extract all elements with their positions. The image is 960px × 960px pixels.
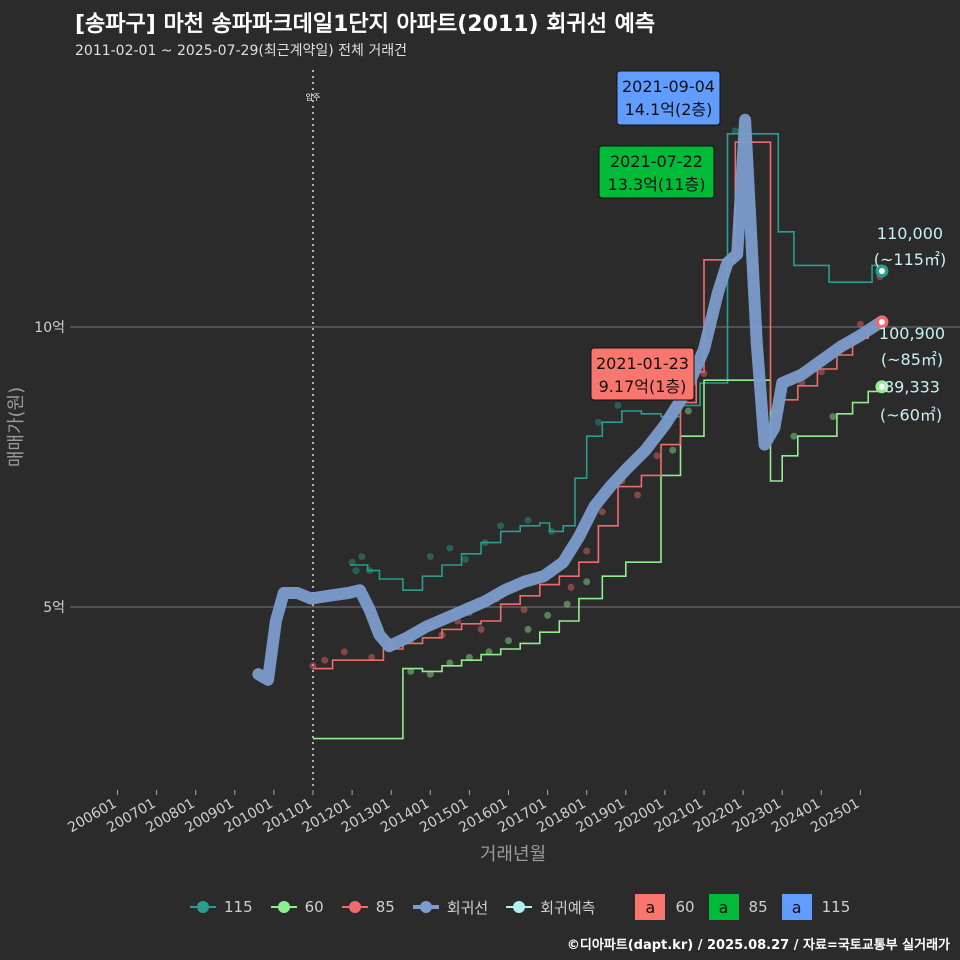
scatter-point-60 bbox=[684, 407, 692, 415]
scatter-point-60 bbox=[669, 446, 677, 454]
current-area-label-115: (~115㎡) bbox=[874, 250, 946, 269]
y-tick-label: 10억 bbox=[34, 320, 65, 336]
legend-box-swatch-85: a bbox=[708, 894, 739, 920]
legend-key-60 bbox=[270, 899, 297, 915]
scatter-point-60 bbox=[583, 578, 591, 586]
scatter-point-85 bbox=[368, 653, 376, 661]
annotation-date-115: 2021-09-04 bbox=[622, 77, 715, 96]
legend-item-60: 60 bbox=[270, 898, 324, 916]
scatter-point-85 bbox=[598, 508, 606, 516]
legend-item-prediction: 회귀예측 bbox=[506, 897, 595, 918]
legend-label-regression: 회귀선 bbox=[446, 898, 489, 917]
current-area-label-85: (~85㎡) bbox=[881, 350, 943, 369]
legend-label-85: 85 bbox=[375, 898, 395, 916]
legend-box-85: a 85 bbox=[708, 894, 768, 920]
scatter-point-115 bbox=[461, 555, 469, 563]
current-value-label-85: 100,900 bbox=[879, 324, 945, 343]
legend-label-60: 60 bbox=[304, 898, 324, 916]
annotation-85: 2021-07-22 13.3억(11층) bbox=[598, 145, 715, 199]
legend-box-label-85: 85 bbox=[748, 898, 768, 916]
annotation-price-115: 14.1억(2층) bbox=[625, 100, 713, 119]
scatter-point-115 bbox=[731, 127, 739, 135]
legend-label-prediction: 회귀예측 bbox=[540, 898, 596, 917]
scatter-point-115 bbox=[426, 553, 434, 561]
scatter-point-115 bbox=[348, 558, 356, 566]
annotation-box-115 bbox=[616, 70, 721, 126]
annotation-date-85: 2021-07-22 bbox=[610, 152, 703, 171]
scatter-point-115 bbox=[524, 516, 532, 524]
regression-line bbox=[252, 113, 888, 686]
current-point-center-60 bbox=[878, 383, 885, 390]
scatter-point-60 bbox=[505, 637, 512, 645]
current-value-label-115: 110,000 bbox=[877, 224, 943, 243]
legend-box-label-60: 60 bbox=[675, 898, 695, 916]
legend-box-swatch-60: a bbox=[635, 894, 666, 920]
series-line-60 bbox=[313, 379, 883, 740]
legend-box-label-115: 115 bbox=[821, 898, 851, 916]
scatter-point-60 bbox=[524, 625, 532, 633]
current-point-center-115 bbox=[878, 268, 885, 274]
legend-key-regression bbox=[412, 899, 439, 915]
chart-subtitle: 2011-02-01 ~ 2025-07-29(최근계약일) 전체 거래건 bbox=[75, 43, 407, 59]
current-point-center-85 bbox=[878, 318, 885, 325]
legend: 115 60 85 회귀선 회귀예측 a 60 a 85 a 115 bbox=[190, 894, 864, 920]
legend-label-115: 115 bbox=[224, 898, 253, 916]
legend-box-60: a 60 bbox=[635, 894, 695, 920]
annotation-box-60 bbox=[590, 347, 695, 401]
legend-key-prediction bbox=[506, 899, 533, 915]
scatter-point-85 bbox=[817, 368, 825, 376]
scatter-point-115 bbox=[594, 418, 602, 426]
legend-item-85: 85 bbox=[341, 898, 395, 916]
annotation-box-85 bbox=[598, 145, 715, 199]
scatter-point-85 bbox=[567, 583, 575, 591]
scatter-point-60 bbox=[426, 670, 434, 678]
scatter-point-85 bbox=[583, 547, 591, 555]
current-area-label-60: (~60㎡) bbox=[880, 406, 942, 425]
y-tick-label: 5억 bbox=[43, 600, 65, 616]
scatter-point-115 bbox=[352, 567, 360, 575]
scatter-point-85 bbox=[856, 320, 864, 328]
scatter-point-85 bbox=[340, 648, 348, 656]
chart-title: [송파구] 마천 송파파크데일1단지 아파트(2011) 회귀선 예측 bbox=[75, 12, 656, 37]
annotation-price-85: 13.3억(11층) bbox=[608, 175, 706, 194]
legend-item-115: 115 bbox=[190, 898, 253, 916]
scatter-point-60 bbox=[465, 653, 473, 661]
scatter-point-60 bbox=[829, 413, 837, 421]
annotation-115: 2021-09-04 14.1억(2층) bbox=[616, 70, 721, 126]
scatter-point-85 bbox=[309, 662, 317, 670]
move-in-label: 입주 bbox=[306, 93, 321, 102]
scatter-point-115 bbox=[446, 544, 454, 552]
legend-item-regression: 회귀선 bbox=[412, 897, 489, 918]
annotation-date-60: 2021-01-23 bbox=[596, 354, 689, 373]
series-line-115 bbox=[350, 133, 883, 591]
scatter-point-60 bbox=[485, 648, 493, 656]
scatter-point-85 bbox=[520, 606, 528, 614]
legend-box-115: a 115 bbox=[781, 894, 851, 920]
credit-text: ©디아파트(dapt.kr) / 2025.08.27 / 자료=국토교통부 실… bbox=[566, 938, 950, 953]
scatter-point-60 bbox=[446, 659, 454, 667]
legend-key-115 bbox=[190, 899, 216, 915]
current-value-label-60: 89,333 bbox=[884, 378, 940, 397]
scatter-point-85 bbox=[653, 452, 661, 460]
scatter-point-115 bbox=[614, 401, 622, 409]
scatter-point-85 bbox=[634, 491, 642, 499]
x-axis-title: 거래년월 bbox=[480, 844, 546, 865]
annotation-price-60: 9.17억(1층) bbox=[599, 377, 687, 396]
scatter-point-60 bbox=[407, 667, 415, 675]
scatter-point-60 bbox=[563, 600, 571, 608]
scatter-point-115 bbox=[358, 553, 366, 561]
annotation-60: 2021-01-23 9.17억(1층) bbox=[590, 347, 695, 401]
scatter-point-60 bbox=[790, 432, 798, 440]
legend-box-swatch-115: a bbox=[781, 894, 812, 920]
series-line-85 bbox=[313, 141, 883, 670]
scatter-point-85 bbox=[321, 656, 329, 664]
legend-key-85 bbox=[341, 899, 368, 915]
y-axis-title: 매매가(원) bbox=[6, 387, 27, 467]
scatter-point-115 bbox=[497, 522, 505, 530]
scatter-point-85 bbox=[477, 625, 485, 633]
scatter-point-60 bbox=[544, 611, 552, 619]
